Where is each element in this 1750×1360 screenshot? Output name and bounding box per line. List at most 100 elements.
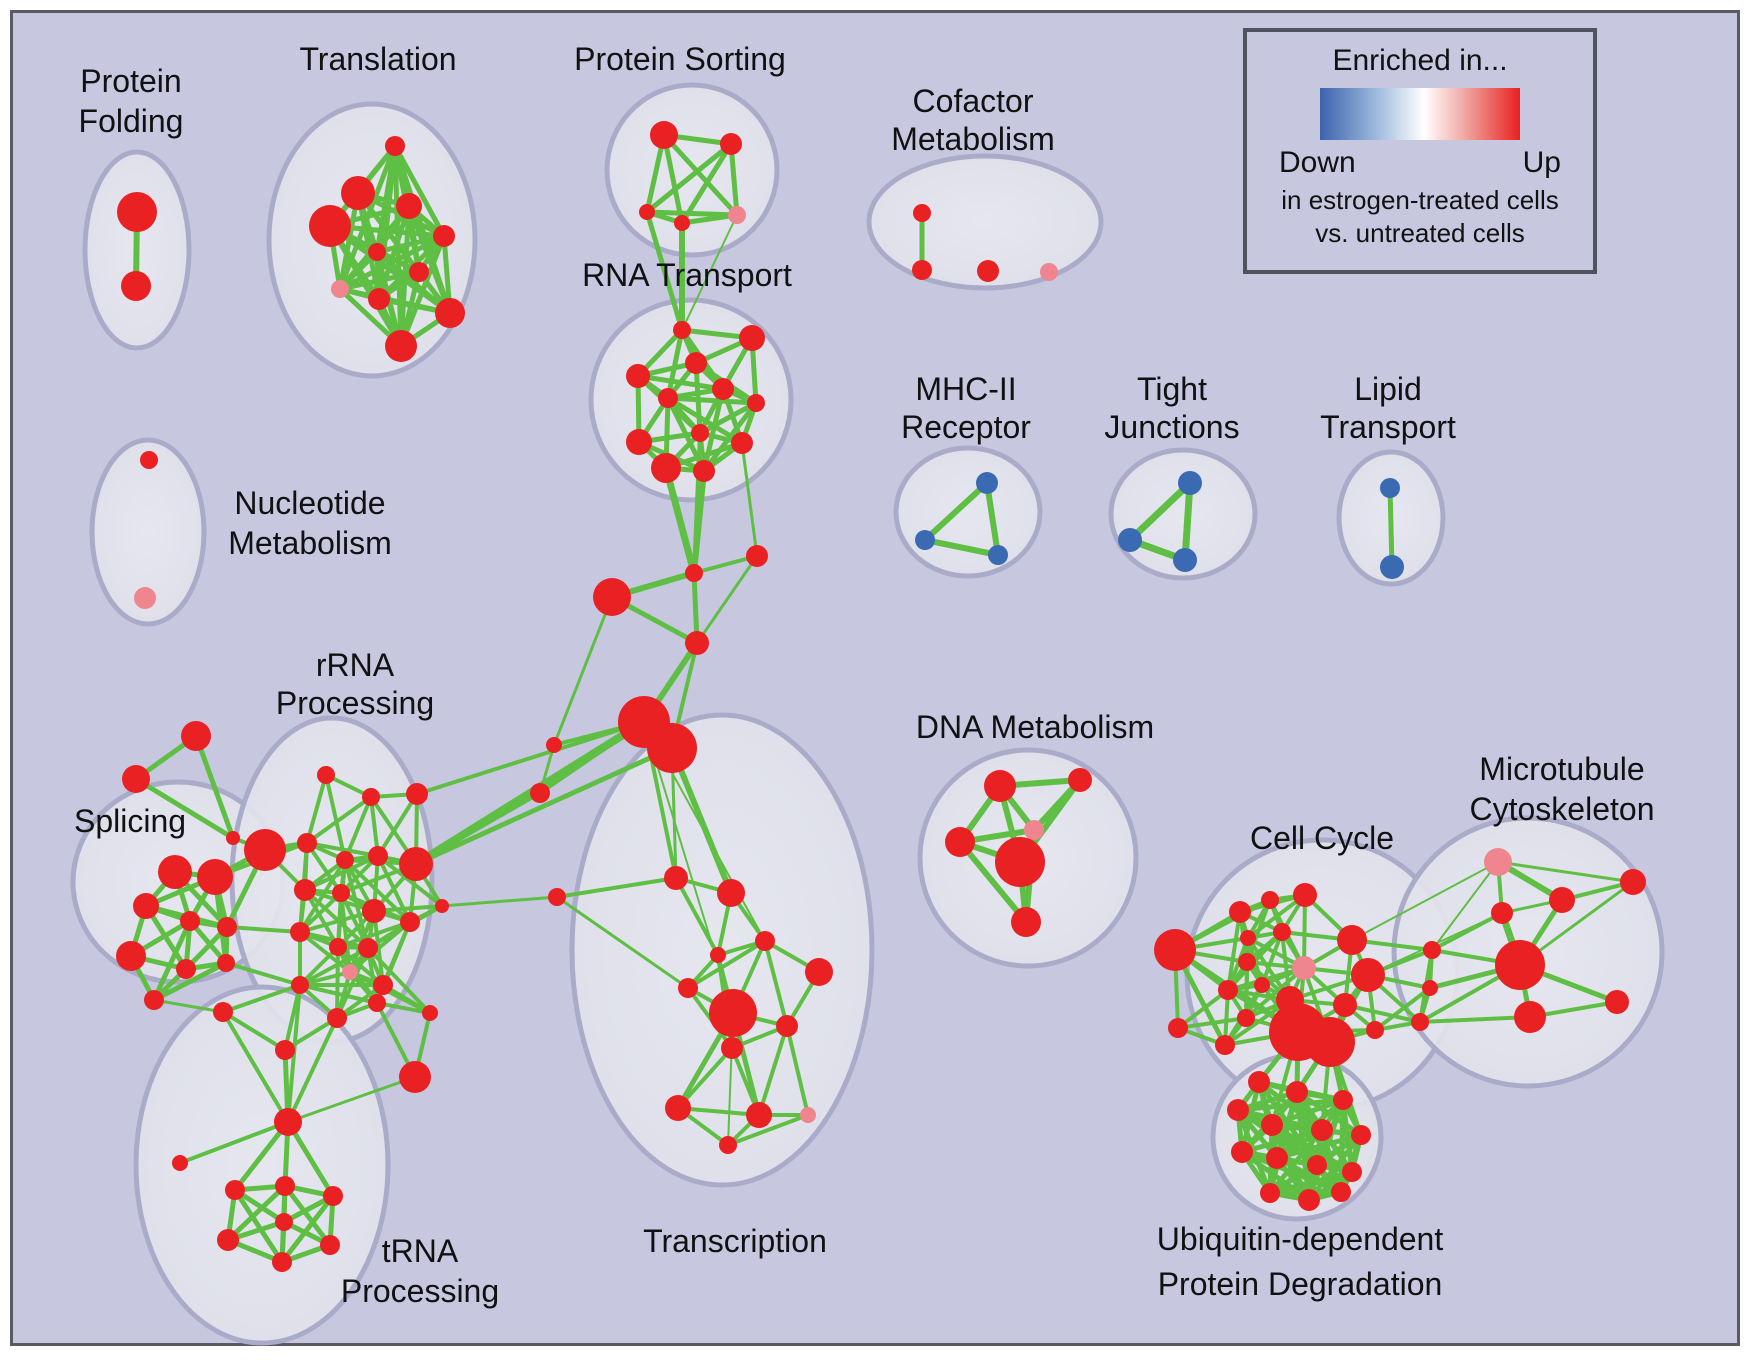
legend-title: Enriched in... — [1332, 44, 1508, 77]
network-edge — [343, 858, 412, 924]
cell-cycle-gene-set-node — [1333, 993, 1357, 1017]
rrna-processing-gene-set-node — [327, 1008, 347, 1028]
cell-cycle-label: Cell Cycle — [1250, 820, 1394, 856]
mhc-ii-receptor-cluster-area — [893, 445, 1043, 579]
cell-cycle-gene-set-node — [1215, 1035, 1235, 1055]
network-edge — [1176, 988, 1230, 1030]
rrna-processing-gene-set-node — [275, 1040, 295, 1060]
transcription-gene-set-node — [664, 866, 688, 890]
ubiquitin-label: Ubiquitin-dependent — [1157, 1221, 1444, 1257]
protein-sorting-gene-set-node — [674, 215, 690, 231]
network-edge — [286, 1075, 417, 1124]
legend-box: Enriched in... Down Up in estrogen-treat… — [1243, 28, 1597, 274]
cell-cycle-gene-set-node — [1422, 980, 1438, 996]
network-edge — [984, 480, 1001, 558]
network-edge — [151, 918, 193, 1003]
network-edge — [279, 1193, 336, 1265]
translation-gene-set-node — [435, 298, 465, 328]
splicing-gene-set-node — [180, 911, 200, 931]
network-edge — [922, 480, 990, 543]
network-edge — [225, 1183, 288, 1243]
network-edge — [692, 431, 702, 575]
microtubule-cytoskeleton-gene-set-node — [1620, 869, 1646, 895]
dna-metabolism-gene-set-node — [945, 827, 975, 857]
network-edge — [957, 839, 1029, 925]
rna-transport-gene-set-node — [658, 388, 678, 408]
trna-processing-gene-set-node — [217, 1229, 239, 1251]
cofactor-metabolism-gene-set-node — [912, 260, 932, 280]
network-edge — [701, 400, 759, 474]
splicing-triangle-gene-set-node — [181, 721, 211, 751]
network-edge — [151, 960, 229, 1003]
chain-gene-set-node — [685, 564, 703, 582]
cell-cycle-gene-set-node — [1168, 1018, 1188, 1038]
dna-metabolism-gene-set-node — [995, 837, 1045, 887]
rrna-processing-gene-set-node — [435, 899, 449, 913]
protein-sorting-gene-set-node — [720, 133, 742, 155]
cofactor-metabolism-gene-set-node — [1040, 263, 1058, 281]
splicing-triangle-gene-set-node — [122, 765, 150, 793]
network-edge — [224, 961, 302, 987]
rrna-processing-gene-set-node — [291, 976, 309, 994]
rna-transport-gene-set-node — [731, 432, 753, 454]
network-edge — [1226, 910, 1242, 992]
network-edge — [152, 998, 225, 1014]
network-edge — [728, 141, 740, 218]
cell-cycle-gene-set-node — [1240, 930, 1256, 946]
rna-transport-label: RNA Transport — [582, 257, 792, 293]
microtubule-cytoskeleton-gene-set-node — [1484, 848, 1512, 876]
splicing-gene-set-node — [244, 829, 286, 871]
splicing-gene-set-node — [217, 954, 235, 972]
enrichment-gradient-bar — [1320, 88, 1520, 140]
network-edge — [1239, 1127, 1325, 1155]
network-edge — [337, 269, 422, 292]
cofactor-metabolism-cluster-area — [866, 153, 1104, 291]
network-edge — [298, 946, 370, 987]
network-edge — [305, 773, 328, 845]
network-edge — [662, 464, 698, 577]
cell-cycle-gene-set-node — [1423, 941, 1441, 959]
lipid-transport-gene-set-node — [1380, 555, 1404, 579]
mhc-ii-receptor-label: Receptor — [901, 409, 1031, 445]
cell-cycle-gene-set-node — [1305, 1017, 1355, 1067]
transcription-gene-set-node — [678, 978, 698, 998]
mhc-ii-receptor-gene-set-node — [988, 545, 1008, 565]
trna-processing-gene-set-node — [225, 1180, 245, 1200]
network-edge — [555, 895, 690, 990]
rrna-processing-gene-set-node — [297, 833, 317, 853]
rrna-processing-gene-set-node — [373, 975, 393, 995]
rrna-processing-gene-set-node — [294, 879, 316, 901]
rna-transport-gene-set-node — [626, 429, 652, 455]
cell-cycle-gene-set-node — [1261, 891, 1279, 909]
cofactor-metabolism-label: Cofactor — [913, 83, 1034, 119]
transcription-gene-set-node — [746, 1102, 772, 1128]
rrna-processing-gene-set-node — [399, 1061, 431, 1093]
splicing-gene-set-node — [197, 859, 233, 895]
tight-junctions-gene-set-node — [1173, 548, 1197, 572]
network-edge — [552, 595, 614, 747]
trna-processing-gene-set-node — [320, 1235, 340, 1255]
rrna-processing-gene-set-node — [317, 766, 335, 784]
transcription-gene-set-node — [717, 879, 745, 907]
network-edge — [676, 1106, 761, 1117]
transcription-gene-set-node — [800, 1107, 816, 1123]
microtubule-cytoskeleton-gene-set-node — [1495, 940, 1545, 990]
dna-metabolism-gene-set-node — [984, 770, 1016, 802]
mhc-ii-receptor-gene-set-node — [915, 530, 935, 550]
protein-folding-label: Protein — [80, 63, 181, 99]
network-edge — [335, 945, 340, 1020]
network-edge — [305, 841, 343, 895]
rrna-processing-gene-set-node — [342, 964, 358, 980]
network-edge — [305, 795, 373, 845]
network-edge — [305, 841, 380, 858]
ubiquitin-gene-set-node — [1351, 1125, 1371, 1145]
lipid-transport-label: Lipid — [1354, 371, 1422, 407]
network-edge — [221, 1010, 287, 1052]
network-edge — [661, 132, 685, 226]
network-edge — [669, 745, 734, 896]
lipid-transport-gene-set-node — [1380, 478, 1400, 498]
trna-processing-gene-set-node — [275, 1213, 293, 1231]
cell-cycle-gene-set-node — [1218, 980, 1238, 1000]
